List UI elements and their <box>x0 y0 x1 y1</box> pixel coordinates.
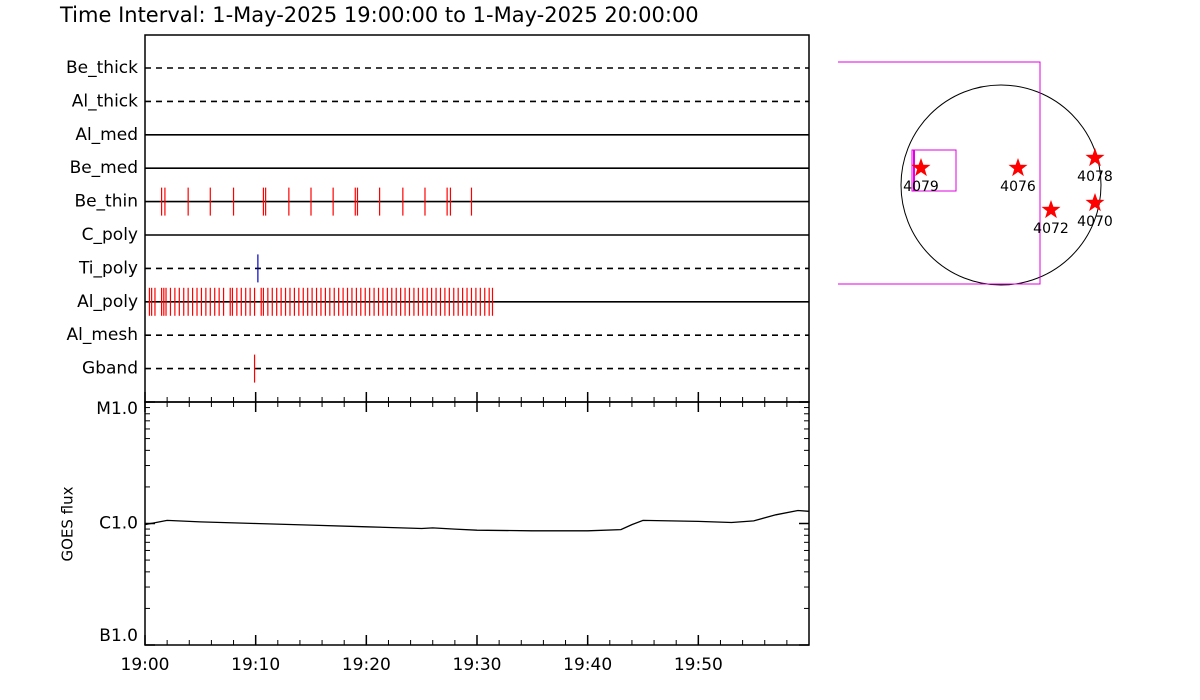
zoom-box <box>911 149 957 192</box>
row-label: Be_thin <box>74 192 138 212</box>
row-label: Be_thick <box>66 58 138 78</box>
x-tick-label: 19:40 <box>563 655 612 675</box>
y-tick-label: M1.0 <box>96 399 138 419</box>
x-tick-label: 19:30 <box>453 655 502 675</box>
y-tick-label: C1.0 <box>99 514 138 534</box>
fov-box <box>838 61 1041 285</box>
row-label: Al_thick <box>72 91 138 111</box>
region-star <box>1085 148 1105 167</box>
region-label: 4079 <box>903 179 939 195</box>
sun-map <box>838 61 1102 286</box>
x-tick-label: 19:20 <box>342 655 391 675</box>
row-label: Ti_poly <box>78 258 138 278</box>
region-label: 4070 <box>1077 214 1113 230</box>
x-tick-label: 19:00 <box>121 655 170 675</box>
x-tick-label: 19:10 <box>231 655 280 675</box>
region-label: 4076 <box>1000 179 1036 195</box>
region-star <box>1008 158 1028 177</box>
solar-disk <box>900 84 1102 286</box>
chart-title: Time Interval: 1-May-2025 19:00:00 to 1-… <box>59 3 699 27</box>
region-star <box>1085 193 1105 212</box>
x-tick-label: 19:50 <box>674 655 723 675</box>
row-label: Be_med <box>70 158 138 178</box>
row-label: Al_mesh <box>66 325 138 345</box>
region-star <box>911 158 931 177</box>
region-label: 4078 <box>1077 169 1113 185</box>
region-star <box>1041 200 1061 219</box>
goes-curve <box>144 509 810 532</box>
y-tick-label: B1.0 <box>99 626 138 646</box>
region-label: 4072 <box>1033 221 1069 237</box>
row-label: C_poly <box>82 225 138 245</box>
y-axis-label: GOES flux <box>59 486 77 561</box>
row-label: Gband <box>82 359 138 379</box>
row-label: Al_med <box>75 125 138 145</box>
row-label: Al_poly <box>77 292 138 312</box>
